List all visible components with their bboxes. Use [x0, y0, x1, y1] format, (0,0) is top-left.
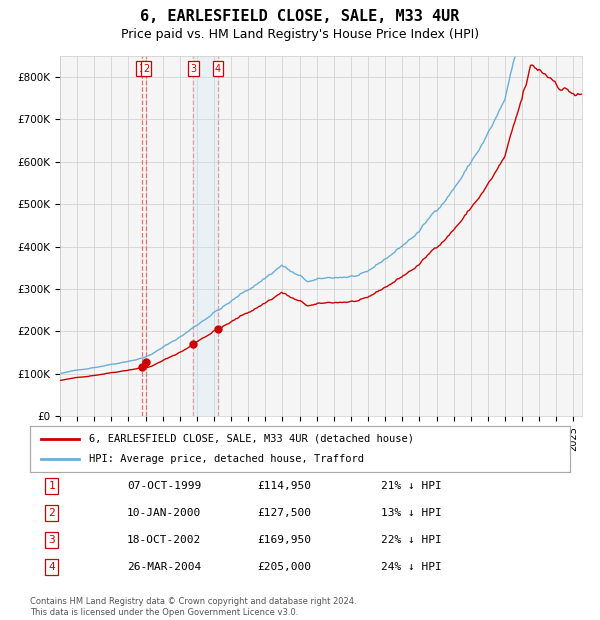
Text: 6, EARLESFIELD CLOSE, SALE, M33 4UR (detached house): 6, EARLESFIELD CLOSE, SALE, M33 4UR (det… — [89, 434, 415, 444]
Text: 3: 3 — [48, 535, 55, 545]
Text: £114,950: £114,950 — [257, 481, 311, 491]
Text: Contains HM Land Registry data © Crown copyright and database right 2024.
This d: Contains HM Land Registry data © Crown c… — [30, 598, 356, 617]
Text: 2: 2 — [143, 63, 149, 74]
Text: 3: 3 — [190, 63, 197, 74]
Text: 2: 2 — [48, 508, 55, 518]
Text: £169,950: £169,950 — [257, 535, 311, 545]
Text: 24% ↓ HPI: 24% ↓ HPI — [381, 562, 442, 572]
Text: 10-JAN-2000: 10-JAN-2000 — [127, 508, 202, 518]
Text: 6, EARLESFIELD CLOSE, SALE, M33 4UR: 6, EARLESFIELD CLOSE, SALE, M33 4UR — [140, 9, 460, 24]
Text: 4: 4 — [215, 63, 221, 74]
Text: 22% ↓ HPI: 22% ↓ HPI — [381, 535, 442, 545]
Text: Price paid vs. HM Land Registry's House Price Index (HPI): Price paid vs. HM Land Registry's House … — [121, 28, 479, 41]
Text: HPI: Average price, detached house, Trafford: HPI: Average price, detached house, Traf… — [89, 454, 364, 464]
Text: 18-OCT-2002: 18-OCT-2002 — [127, 535, 202, 545]
Text: £127,500: £127,500 — [257, 508, 311, 518]
Text: 13% ↓ HPI: 13% ↓ HPI — [381, 508, 442, 518]
Text: 4: 4 — [48, 562, 55, 572]
Text: 26-MAR-2004: 26-MAR-2004 — [127, 562, 202, 572]
Text: £205,000: £205,000 — [257, 562, 311, 572]
Text: 1: 1 — [139, 63, 145, 74]
Text: 07-OCT-1999: 07-OCT-1999 — [127, 481, 202, 491]
Text: 1: 1 — [48, 481, 55, 491]
Bar — [193, 56, 218, 416]
Text: 21% ↓ HPI: 21% ↓ HPI — [381, 481, 442, 491]
